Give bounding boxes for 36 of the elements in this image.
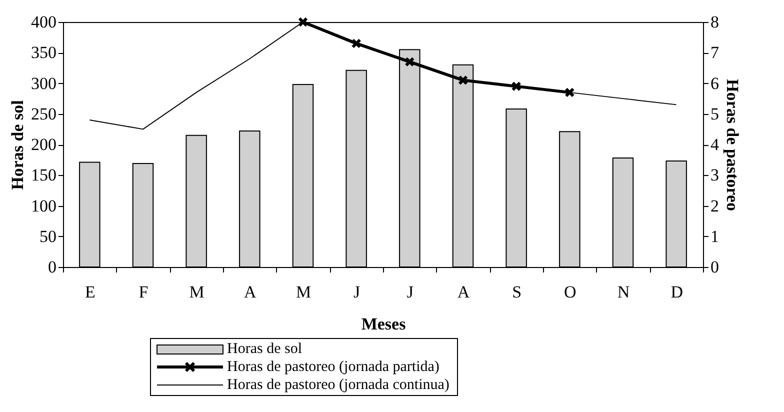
x-tick-label: F (138, 282, 148, 302)
legend-label: Horas de sol (227, 340, 302, 358)
y-tick-label: 150 (31, 166, 56, 185)
x-axis-title: Meses (361, 314, 406, 334)
x-tick-label: N (617, 282, 630, 302)
x-tick-label: E (84, 282, 96, 302)
y-tick-label: 0 (48, 258, 56, 276)
y-tick-label: 400 (31, 12, 56, 32)
y-tick-label: 200 (31, 135, 56, 154)
y2-tick-label: 4 (710, 135, 720, 154)
x-tick-label: S (512, 282, 522, 302)
y2-axis-title: Horas de pastoreo (723, 79, 742, 211)
y-axis-title: Horas de sol (8, 100, 27, 190)
y2-tick-label: 6 (710, 74, 719, 93)
y-tick-label: 100 (31, 196, 56, 216)
y-tick-label: 250 (31, 104, 56, 124)
x-tick-label: A (457, 282, 470, 302)
y2-tick-label: 7 (710, 43, 720, 62)
y2-tick-label: 2 (710, 196, 719, 216)
x-tick-label: O (564, 282, 576, 302)
x-tick-label: J (354, 282, 361, 302)
y-tick-label: 300 (31, 74, 56, 93)
x-tick-label: D (670, 282, 683, 302)
x-tick-label: M (296, 282, 312, 302)
y-tick-label: 50 (40, 226, 56, 246)
legend-label: Horas de pastoreo (jornada continua) (227, 376, 450, 394)
y-tick-label: 350 (31, 43, 56, 62)
y2-tick-label: 3 (710, 166, 719, 185)
y2-tick-label: 5 (710, 104, 719, 124)
x-tick-label: M (189, 282, 204, 302)
x-tick-label: A (244, 282, 258, 302)
legend-label: Horas de pastoreo (jornada partida) (227, 358, 440, 376)
y2-tick-label: 8 (710, 12, 719, 32)
x-tick-label: J (406, 282, 414, 302)
y2-tick-label: 1 (710, 226, 719, 246)
y2-tick-label: 0 (710, 258, 719, 276)
